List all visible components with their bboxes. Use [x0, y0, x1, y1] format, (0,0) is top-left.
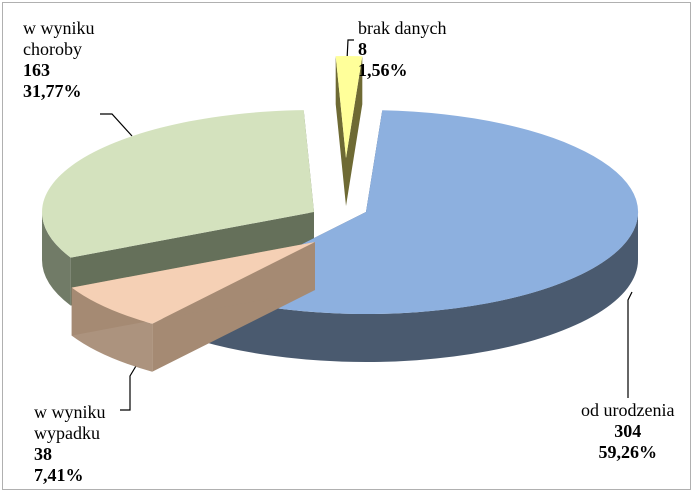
label-brak-danych-name: brak danych [358, 18, 447, 38]
label-wypadku-count: 38 [34, 444, 52, 464]
slice-wypadku-rim-0 [71, 287, 153, 372]
label-brak-danych-percent: 1,56% [358, 60, 408, 80]
label-brak-danych: brak danych 8 1,56% [358, 18, 446, 81]
label-choroby-count: 163 [23, 60, 50, 80]
pie-slices [42, 56, 639, 372]
label-wypadku-name-1: w wyniku [34, 402, 106, 422]
label-od-urodzenia: od urodzenia 304 59,26% [581, 400, 674, 463]
label-choroby-percent: 31,77% [23, 81, 82, 101]
label-od-urodzenia-percent: 59,26% [598, 442, 657, 462]
leader-choroby [100, 113, 133, 137]
leader-od-urodzenia [627, 291, 633, 398]
slice-wypadku [71, 242, 315, 372]
slice-brak-danych [335, 56, 363, 207]
label-w-wyniku-wypadku: w wyniku wypadku 38 7,41% [34, 402, 106, 486]
label-choroby-name-1: w wyniku [23, 18, 95, 38]
label-od-urodzenia-count: 304 [614, 421, 642, 441]
leader-lines [100, 39, 633, 411]
slice-brak-danych-cut-1 [346, 56, 363, 207]
slice-wypadku-top [71, 242, 315, 324]
label-od-urodzenia-name: od urodzenia [581, 400, 675, 420]
label-w-wyniku-choroby: w wyniku choroby 163 31,77% [23, 18, 95, 102]
slice-brak-danych-cut-0 [335, 56, 346, 206]
slice-brak-danych-top [335, 56, 363, 159]
label-wypadku-name-2: wypadku [34, 423, 100, 443]
label-choroby-name-2: choroby [23, 39, 82, 59]
slice-od-urodzenia-rim-0 [203, 212, 638, 362]
label-wypadku-percent: 7,41% [34, 465, 84, 485]
label-brak-danych-count: 8 [358, 39, 367, 59]
slice-choroby-top [42, 110, 314, 258]
leader-wypadku [120, 365, 137, 411]
slice-choroby-rim-0 [42, 212, 71, 306]
